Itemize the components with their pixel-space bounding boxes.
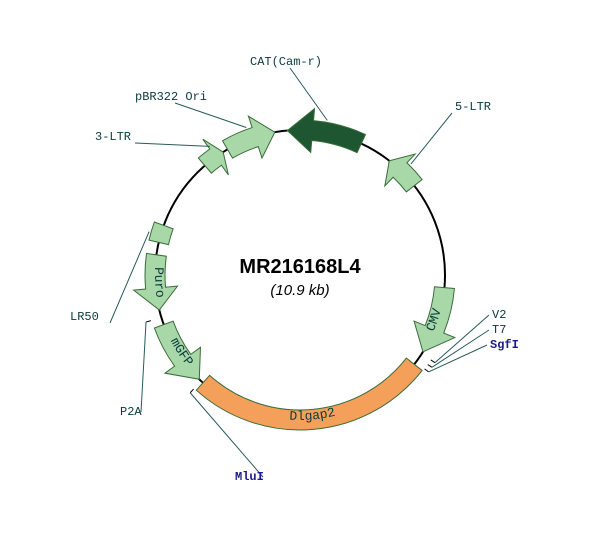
restriction-site-label: MluI	[235, 470, 264, 484]
feature-label: V2	[492, 308, 506, 322]
feature-label: 3-LTR	[95, 130, 131, 144]
feature-label: LR50	[70, 310, 99, 324]
site-tick	[428, 364, 432, 367]
feature-label: Puro	[151, 267, 168, 299]
feature-label: T7	[492, 323, 506, 337]
feature-label: P2A	[120, 405, 142, 419]
plasmid-size: (10.9 kb)	[270, 282, 329, 299]
callout-line	[175, 103, 246, 127]
feature-label: pBR322 Ori	[135, 90, 207, 104]
feature-lr50	[149, 222, 173, 245]
site-tick	[146, 321, 151, 322]
callout-line	[411, 113, 452, 164]
site-tick	[425, 369, 429, 372]
plasmid-map: 5-LTRCMVDlgap2mGFPPuroLR503-LTRpBR322 Or…	[0, 0, 600, 533]
callout-line	[110, 232, 149, 323]
feature-3-ltr	[198, 139, 228, 175]
site-tick	[190, 389, 193, 393]
callout-line	[290, 68, 327, 120]
feature-label: 5-LTR	[455, 100, 491, 114]
plasmid-name: MR216168L4	[239, 256, 361, 278]
callout-line	[429, 345, 487, 372]
restriction-site-label: SgfI	[490, 338, 519, 352]
feature-label: CAT(Cam-r)	[250, 55, 322, 69]
feature-cat-cam-r-	[287, 109, 365, 153]
callout-line	[141, 322, 146, 412]
callout-line	[135, 143, 210, 146]
feature-5-ltr	[385, 154, 422, 192]
site-tick	[431, 360, 435, 363]
